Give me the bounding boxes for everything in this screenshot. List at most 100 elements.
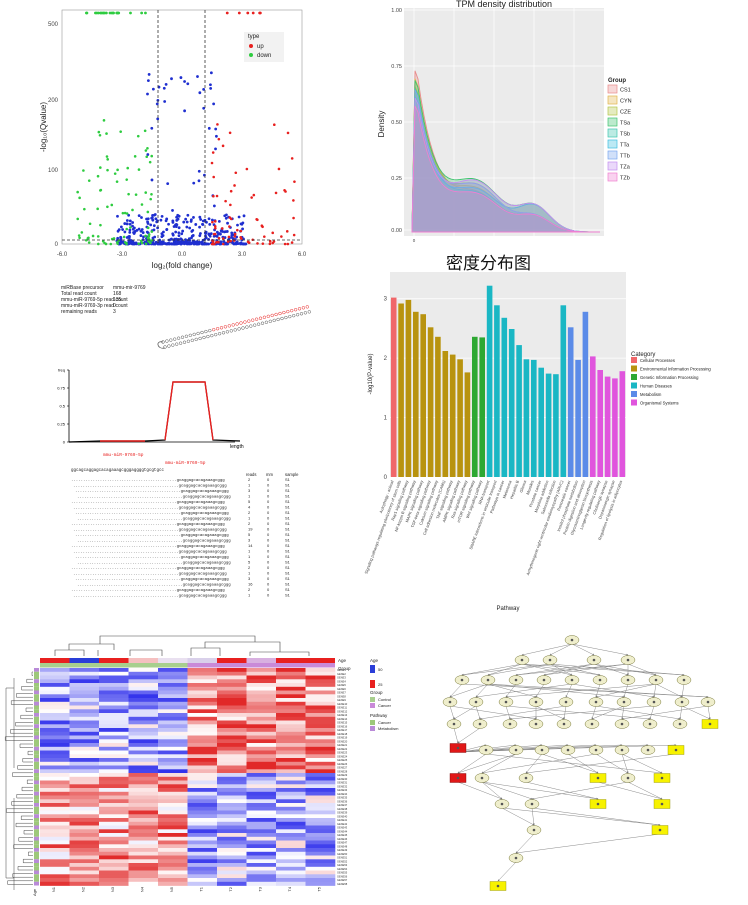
volcano-point-ns	[119, 235, 123, 239]
heat-cell	[69, 761, 100, 766]
count-header-reads: reads	[246, 472, 256, 477]
heat-cell	[158, 814, 188, 819]
volcano-point-ns	[209, 71, 213, 75]
heat-cell	[187, 724, 218, 729]
heat-cell	[158, 881, 188, 886]
dag-edge	[521, 663, 685, 676]
hairpin-base	[286, 309, 290, 314]
heat-annot-pathway-cell	[34, 758, 39, 762]
heat-cell	[69, 765, 100, 770]
heat-annot-pathway-cell	[34, 836, 39, 841]
dag-edge	[485, 753, 663, 774]
heat-cell	[217, 773, 247, 778]
heat-cell	[158, 765, 188, 770]
heat-cell	[276, 724, 306, 729]
volcano-point-ns	[121, 228, 125, 231]
volcano-point-down	[99, 188, 103, 192]
heat-cell	[40, 671, 70, 676]
heat-cell	[217, 739, 247, 744]
volcano-point-up	[221, 144, 225, 148]
bar	[486, 285, 493, 477]
hairpin-base	[217, 332, 222, 336]
heat-cell	[246, 701, 277, 706]
alignment-mm: 0	[267, 554, 270, 559]
alignment-row: ........................................…	[75, 556, 229, 560]
heat-cell	[99, 866, 129, 871]
hairpin-base	[225, 330, 230, 334]
density-ytick-label: 1.00	[391, 8, 402, 14]
heat-cell	[187, 848, 218, 853]
dag-edge	[521, 663, 573, 676]
heat-cell	[158, 728, 188, 733]
heat-annot-pathway-cell	[34, 668, 39, 672]
heat-cell	[187, 844, 218, 849]
volcano-point-ns	[230, 231, 234, 235]
volcano-point-ns	[192, 216, 195, 219]
heat-dendro-line	[18, 837, 33, 842]
volcano-point-up	[210, 161, 214, 165]
heat-annot-pathway-cell	[34, 754, 39, 758]
bar	[619, 371, 626, 477]
heat-cell	[69, 709, 100, 714]
heat-cell	[305, 776, 336, 781]
heat-legend-swatch	[370, 697, 375, 702]
heat-cell	[128, 769, 159, 774]
heat-annot-pathway-cell	[34, 705, 39, 710]
heat-cell	[40, 814, 70, 819]
heat-cell	[305, 728, 336, 733]
heat-cell	[276, 679, 306, 684]
volcano-point-ns	[205, 220, 208, 224]
dag-node-glyph	[660, 802, 664, 806]
heat-row-name: GENE29	[337, 773, 348, 777]
hairpin-base	[227, 324, 231, 328]
hairpin-base	[268, 319, 272, 323]
heat-cell	[217, 690, 247, 695]
heat-cell	[187, 675, 218, 680]
alignment-mm: 0	[267, 549, 270, 554]
density-caption: 密度分布图	[446, 254, 531, 274]
volcano-point-ns	[183, 109, 187, 113]
bar	[398, 303, 404, 477]
volcano-ytick-label: 100	[48, 168, 59, 174]
heat-cell	[217, 788, 247, 793]
density-ytick-label: 0.25	[391, 176, 402, 182]
hairpin-base	[221, 331, 226, 335]
dag-edge	[501, 807, 535, 826]
heat-annot-group-cell	[305, 663, 335, 668]
volcano-point-ns	[171, 242, 175, 246]
volcano-point-down	[87, 241, 91, 244]
heat-cell	[99, 806, 129, 811]
dag-edge	[475, 683, 573, 698]
heat-cell	[99, 675, 129, 680]
heat-cell	[276, 675, 306, 680]
heat-cell	[305, 686, 336, 691]
heat-cell	[158, 686, 188, 691]
bar-ytick-label: 2	[384, 356, 388, 362]
volcano-point-ns	[239, 242, 242, 246]
volcano-point-down	[149, 197, 153, 201]
heat-annot-pathway-cell	[34, 728, 39, 732]
dag-node-glyph	[566, 748, 570, 752]
volcano-point-down	[121, 211, 125, 215]
heat-cell	[305, 803, 336, 808]
heat-dendro-line	[26, 678, 33, 684]
heat-cell	[69, 806, 100, 811]
volcano-point-ns	[128, 219, 132, 223]
heat-cell	[40, 694, 70, 699]
heat-cell	[40, 724, 70, 729]
heat-cell	[305, 709, 336, 714]
heat-cell	[305, 851, 336, 856]
hairpin-base	[215, 327, 220, 331]
volcano-point-ns	[224, 241, 228, 245]
heat-cell	[276, 803, 306, 808]
volcano-point-up	[217, 236, 221, 240]
heat-cell	[305, 679, 336, 684]
volcano-point-up	[233, 232, 237, 236]
volcano-point-ns	[215, 134, 218, 138]
volcano-point-up	[214, 226, 217, 230]
heat-cell	[305, 668, 336, 673]
heat-annot-pathway-cell	[34, 761, 39, 766]
heat-cell	[158, 840, 188, 845]
dag-edge	[549, 663, 601, 676]
heat-cell	[246, 784, 277, 789]
